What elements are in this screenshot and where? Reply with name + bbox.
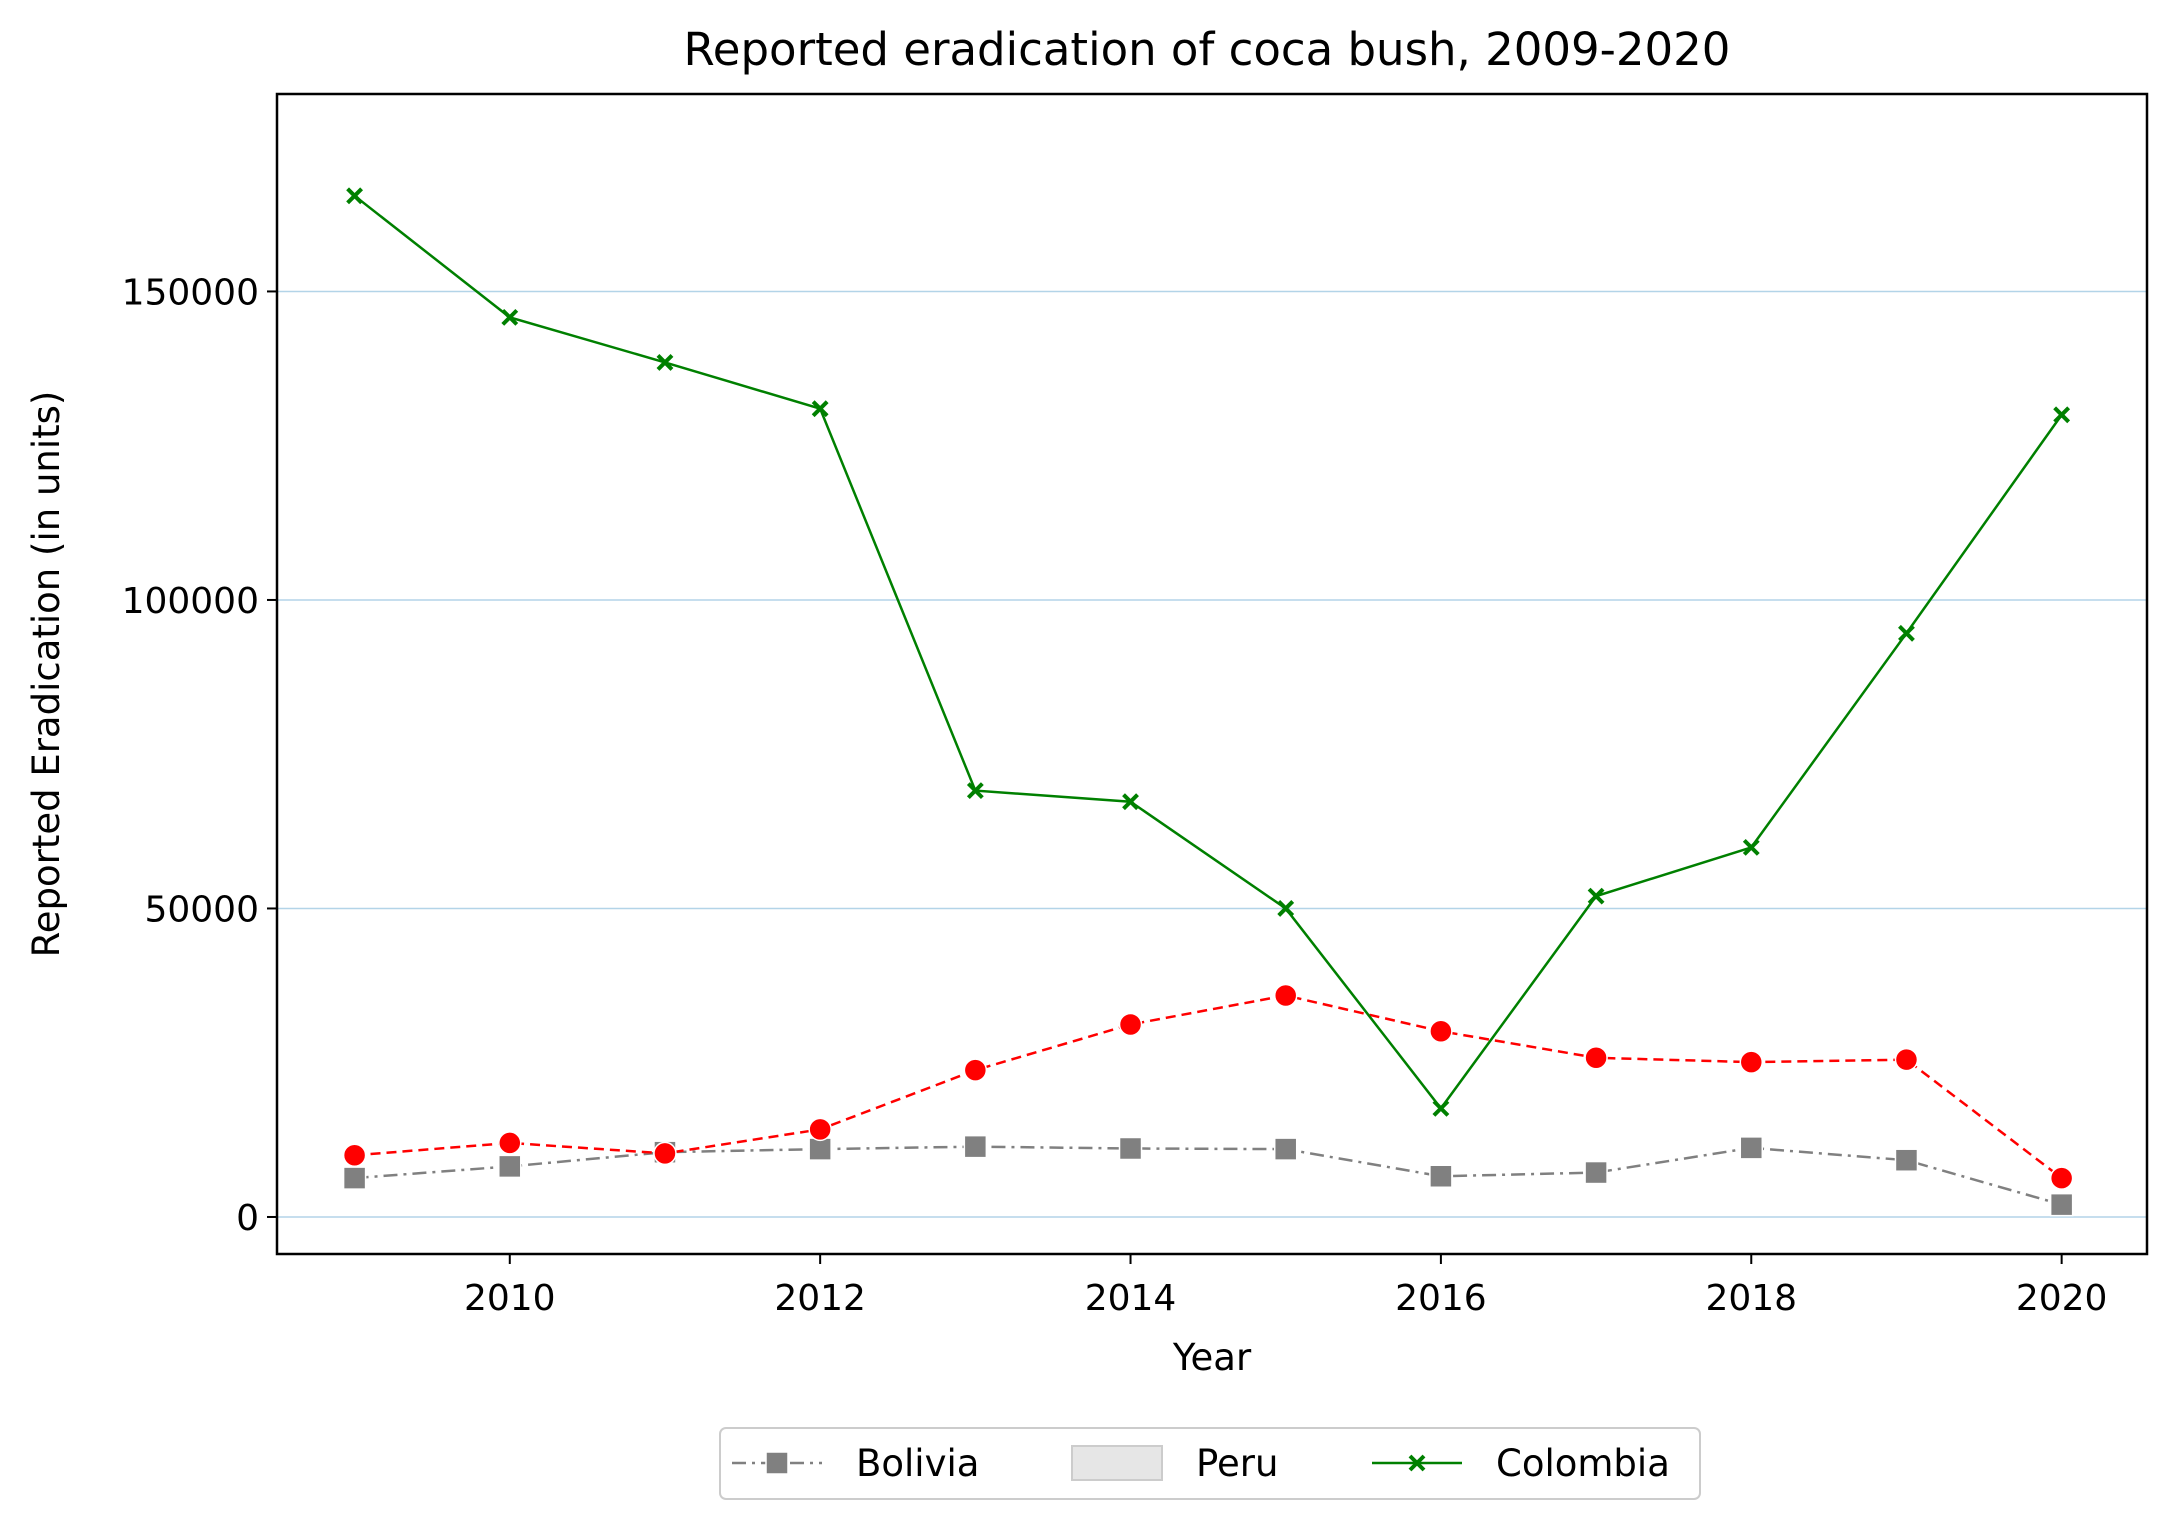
data-point-peru	[1894, 1047, 1919, 1072]
x-axis: 2010 2012 2014 2016 2018 2020	[464, 1254, 2107, 1319]
x-tick-label: 2010	[464, 1278, 556, 1319]
legend-label-peru: Peru	[1196, 1442, 1278, 1485]
legend-marker-bolivia	[765, 1451, 789, 1475]
x-tick-label: 2016	[1395, 1278, 1487, 1319]
y-axis-label: Reported Eradication (in units)	[25, 391, 68, 958]
data-point-bolivia	[342, 1166, 367, 1190]
legend-label-colombia: Colombia	[1496, 1442, 1670, 1485]
data-point-colombia	[501, 308, 519, 326]
series-line-peru	[354, 994, 2063, 1180]
data-point-bolivia	[2049, 1192, 2074, 1217]
x-tick-label: 2014	[1085, 1278, 1177, 1319]
data-point-bolivia	[1118, 1136, 1143, 1161]
data-point-bolivia	[963, 1134, 988, 1159]
gridlines	[277, 290, 2147, 1218]
chart-title: Reported eradication of coca bush, 2009-…	[684, 23, 1731, 76]
x-axis-label: Year	[1172, 1336, 1252, 1379]
y-tick-label: 50000	[144, 889, 259, 930]
data-point-colombia	[966, 782, 984, 800]
data-point-bolivia	[498, 1154, 522, 1179]
data-point-peru	[1118, 1012, 1143, 1037]
data-point-bolivia	[1584, 1160, 1608, 1185]
y-tick-label: 0	[236, 1198, 259, 1239]
legend-label-bolivia: Bolivia	[856, 1442, 979, 1485]
data-point-peru	[2049, 1166, 2074, 1190]
data-point-colombia	[2053, 406, 2071, 424]
data-point-peru	[1273, 983, 1298, 1008]
data-point-bolivia	[808, 1137, 832, 1161]
data-point-colombia	[811, 400, 829, 418]
data-point-peru	[1584, 1046, 1608, 1070]
data-point-peru	[1739, 1050, 1764, 1074]
data-point-colombia	[1742, 838, 1760, 856]
data-point-bolivia	[1739, 1136, 1764, 1160]
y-axis: 0 50000 100000 150000	[122, 272, 277, 1239]
data-point-colombia	[1122, 793, 1139, 811]
data-point-peru	[963, 1058, 988, 1082]
legend-swatch-peru	[1071, 1445, 1163, 1481]
data-point-colombia	[1587, 887, 1605, 905]
data-point-bolivia	[1273, 1137, 1298, 1161]
data-point-colombia	[656, 353, 674, 371]
y-tick-label: 100000	[122, 581, 259, 622]
series-line-bolivia	[354, 1145, 2062, 1206]
legend-marker-colombia	[1408, 1454, 1426, 1472]
x-tick-label: 2012	[774, 1278, 866, 1319]
series-line-colombia	[353, 194, 2063, 1111]
data-point-peru	[808, 1117, 832, 1142]
x-tick-label: 2020	[2016, 1278, 2108, 1319]
legend: Bolivia Peru Colombia	[719, 1427, 1701, 1500]
plot-frame	[275, 92, 2149, 1256]
legend-frame	[719, 1427, 1701, 1500]
plot-series	[342, 187, 2074, 1217]
data-point-peru	[342, 1143, 367, 1168]
data-point-peru	[1429, 1019, 1453, 1044]
data-point-colombia	[1898, 624, 1915, 642]
data-point-colombia	[346, 187, 364, 205]
y-tick-label: 150000	[122, 272, 259, 313]
data-point-bolivia	[1894, 1148, 1919, 1172]
x-tick-label: 2018	[1705, 1278, 1797, 1319]
data-point-peru	[498, 1131, 522, 1155]
data-point-bolivia	[1429, 1164, 1453, 1189]
data-point-colombia	[1432, 1099, 1450, 1117]
data-point-colombia	[1277, 900, 1295, 917]
data-point-peru	[653, 1141, 677, 1166]
